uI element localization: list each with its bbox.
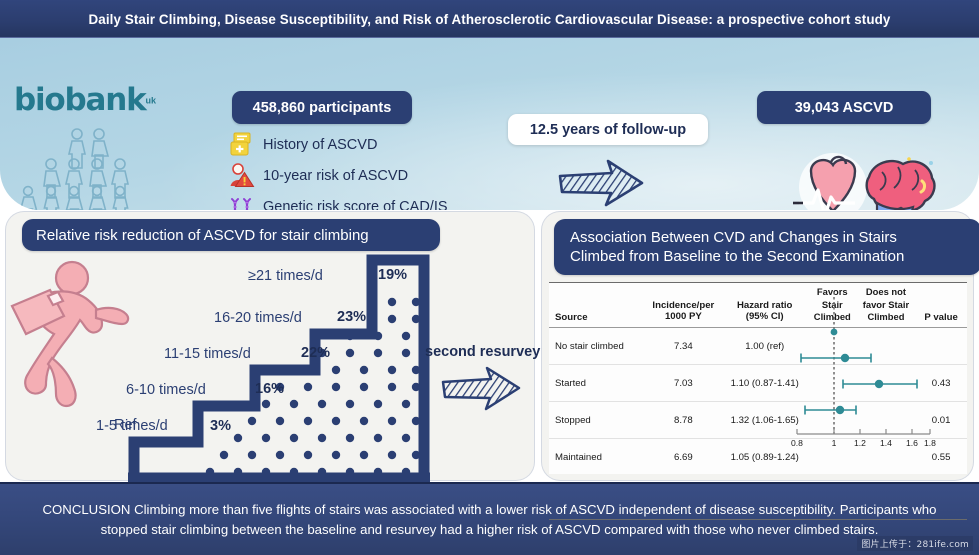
favors-line3: Climbed <box>813 310 851 322</box>
page-title: Daily Stair Climbing, Disease Susceptibi… <box>88 11 891 27</box>
col-header-p-value: P value <box>915 282 967 328</box>
left-panel-header-label: Relative risk reduction of ASCVD for sta… <box>36 226 369 244</box>
right-panel-header-line1: Association Between CVD and Changes in S… <box>570 228 897 246</box>
exposure-measures-list: History of ASCVD 10-year risk of ASCVD <box>228 130 448 210</box>
stair-label-11-15: 11-15 times/d <box>164 346 251 362</box>
stair-climbing-panel <box>6 212 534 480</box>
row-hazard-ratio: 1.00 (ref) <box>745 340 785 352</box>
list-item-label: 10-year risk of ASCVD <box>263 167 409 184</box>
list-item: History of ASCVD <box>228 130 448 159</box>
row-forest-marker <box>808 328 915 365</box>
row-hazard-ratio: 1.05 (0.89-1.24) <box>730 451 799 463</box>
followup-stat-label: 12.5 years of follow-up <box>529 121 687 138</box>
stair-label-21plus: ≥21 times/d <box>248 268 323 284</box>
stair-label-1-5: 1-5 times/d <box>96 418 168 434</box>
row-p-value: 0.01 <box>931 414 951 426</box>
col-header-does-not-favor: Does not favor Stair Climbed <box>856 282 916 328</box>
heart-brain-icon <box>793 153 936 210</box>
ascvd-events-stat-label: 39,043 ASCVD <box>794 99 894 116</box>
medical-record-folder-icon <box>228 132 256 158</box>
second-resurvey-label: second resurvey <box>425 344 541 360</box>
row-p-value: 0.43 <box>931 377 951 389</box>
followup-stat-pill: 12.5 years of follow-up <box>508 114 708 145</box>
forest-plot-table: Source Incidence/per 1000 PY Hazard rati… <box>549 282 967 520</box>
row-p-value: 0.55 <box>931 451 951 463</box>
table-row: Started 7.03 1.10 (0.87-1.41) 0.43 <box>549 365 967 402</box>
col-header-incidence-line2: 1000 PY <box>664 311 702 323</box>
row-incidence: 6.69 <box>674 451 693 463</box>
col-header-favors-stair: Favors Stair Climbed <box>808 282 857 328</box>
table-row: No stair climbed 7.34 1.00 (ref) <box>549 328 967 365</box>
stair-label-16-20: 16-20 times/d <box>214 310 302 326</box>
row-incidence: 7.03 <box>674 377 693 389</box>
row-hazard-ratio: 1.32 (1.06-1.65) <box>730 414 799 426</box>
table-row: Stopped 8.78 1.32 (1.06-1.65) 0.01 <box>549 402 967 439</box>
col-header-incidence: Incidence/per 1000 PY <box>645 282 722 328</box>
stair-value-6-10: 16% <box>255 381 285 397</box>
favors-line2: Stair <box>821 298 843 310</box>
watermark: 图片上传于：281ife.com <box>857 536 973 551</box>
row-forest-marker <box>808 439 915 476</box>
staircase-bar-chart <box>10 254 430 482</box>
right-panel-header-line2: Climbed from Baseline to the Second Exam… <box>570 248 905 265</box>
row-source: No stair climbed <box>555 340 624 352</box>
col-header-hazard-ratio: Hazard ratio (95% CI) <box>721 282 808 328</box>
stair-value-21plus: 19% <box>378 267 408 283</box>
hatched-right-arrow-icon <box>558 159 644 207</box>
association-table: Source Incidence/per 1000 PY Hazard rati… <box>549 282 967 520</box>
row-p-value <box>915 328 967 365</box>
row-hazard-ratio: 1.10 (0.87-1.41) <box>730 377 799 389</box>
favors-line1: Favors <box>816 286 848 298</box>
participants-stat-pill: 458,860 participants <box>232 91 412 124</box>
col-header-hr-line2: (95% CI) <box>745 311 784 323</box>
logo-wordmark: biobank <box>14 82 147 118</box>
stair-label-6-10: 6-10 times/d <box>126 382 206 398</box>
col-header-incidence-line1: Incidence/per <box>652 299 715 311</box>
stair-value-11-15: 22% <box>301 345 331 361</box>
row-incidence: 8.78 <box>674 414 693 426</box>
stair-value-16-20: 23% <box>337 309 367 325</box>
row-forest-marker <box>808 402 915 439</box>
notfavors-line2: favor Stair <box>862 298 910 310</box>
people-pyramid-icon <box>19 128 130 210</box>
col-header-hr-line1: Hazard ratio <box>736 299 793 311</box>
list-item-label: History of ASCVD <box>263 136 378 153</box>
list-item: 10-year risk of ASCVD <box>228 161 448 190</box>
list-item: Genetic risk score of CAD/IS <box>228 192 448 210</box>
right-panel-header: Association Between CVD and Changes in S… <box>554 219 979 275</box>
stair-value-1-5: 3% <box>210 418 231 434</box>
col-header-source: Source <box>549 282 646 328</box>
hatched-right-arrow-icon <box>441 366 521 411</box>
ascvd-events-stat-pill: 39,043 ASCVD <box>757 91 931 124</box>
left-panel-header: Relative risk reduction of ASCVD for sta… <box>22 219 440 251</box>
row-source: Maintained <box>555 451 602 463</box>
table-row: Maintained 6.69 1.05 (0.89-1.24) 0.55 <box>549 439 967 476</box>
row-source: Started <box>555 377 586 389</box>
list-item-label: Genetic risk score of CAD/IS <box>263 198 448 211</box>
logo-superscript: uk <box>145 95 157 106</box>
dna-helix-icon <box>228 194 256 210</box>
participants-stat-label: 458,860 participants <box>252 99 392 116</box>
uk-biobank-logo: biobankuk <box>14 85 156 116</box>
row-source: Stopped <box>555 414 591 426</box>
row-forest-marker <box>808 365 915 402</box>
stair-label-ref: Ref <box>114 417 137 433</box>
notfavors-line1: Does not <box>865 286 906 298</box>
notfavors-line3: Climbed <box>867 310 905 322</box>
row-incidence: 7.34 <box>674 340 693 352</box>
person-with-briefcase-icon <box>10 260 130 408</box>
study-overview-banner: biobankuk <box>0 38 979 210</box>
poster-title-bar: Daily Stair Climbing, Disease Susceptibi… <box>0 0 979 38</box>
person-risk-warning-icon <box>228 163 256 189</box>
